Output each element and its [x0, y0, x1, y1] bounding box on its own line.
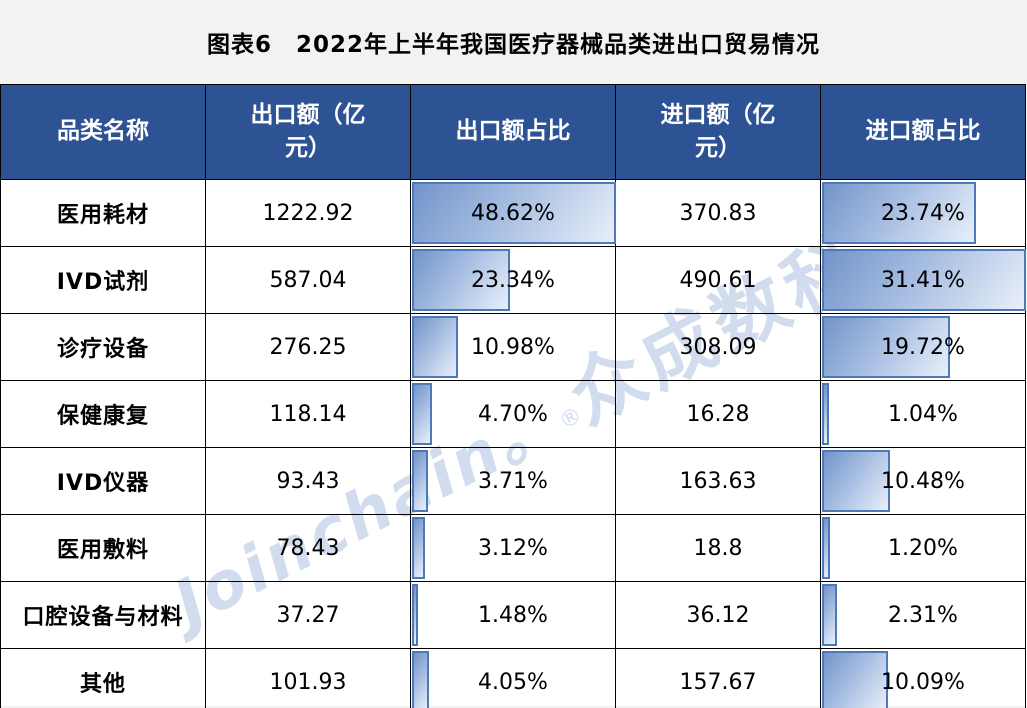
table-row: IVD仪器 93.43 3.71% 163.63 10.48% — [0, 447, 1026, 515]
import-value-cell: 16.28 — [615, 380, 821, 448]
header-label: 进口额占比 — [865, 118, 981, 145]
import-ratio-databar — [822, 450, 891, 512]
header-cell-category: 品类名称 — [0, 84, 206, 180]
header-label: 品类名称 — [57, 118, 149, 145]
import-ratio-cell: 19.72% — [820, 313, 1026, 381]
import-ratio-cell: 1.20% — [820, 514, 1026, 582]
import-ratio-databar — [822, 584, 837, 646]
export-ratio-value: 23.34% — [471, 267, 555, 293]
category-cell: 诊疗设备 — [0, 313, 206, 381]
export-ratio-value: 3.71% — [478, 468, 548, 494]
import-ratio-value: 19.72% — [881, 334, 965, 360]
import-ratio-cell: 2.31% — [820, 581, 1026, 649]
export-ratio-databar — [412, 249, 510, 311]
table-row: 诊疗设备 276.25 10.98% 308.09 19.72% — [0, 313, 1026, 381]
import-value-cell: 370.83 — [615, 179, 821, 247]
import-ratio-value: 23.74% — [881, 200, 965, 226]
import-ratio-cell: 10.09% — [820, 648, 1026, 708]
import-ratio-databar — [822, 249, 1026, 311]
export-ratio-cell: 4.70% — [410, 380, 616, 448]
export-ratio-cell: 1.48% — [410, 581, 616, 649]
export-ratio-databar — [412, 517, 426, 579]
import-ratio-databar — [822, 517, 830, 579]
category-cell: 医用耗材 — [0, 179, 206, 247]
import-value-cell: 36.12 — [615, 581, 821, 649]
export-value-cell: 587.04 — [205, 246, 411, 314]
table-row: 口腔设备与材料 37.27 1.48% 36.12 2.31% — [0, 581, 1026, 649]
header-label: 出口额占比 — [455, 118, 571, 145]
export-ratio-cell: 48.62% — [410, 179, 616, 247]
import-ratio-databar — [822, 383, 829, 445]
export-ratio-cell: 3.12% — [410, 514, 616, 582]
export-ratio-databar — [412, 383, 432, 445]
table-row: IVD试剂 587.04 23.34% 490.61 31.41% — [0, 246, 1026, 314]
export-ratio-cell: 4.05% — [410, 648, 616, 708]
export-value-cell: 78.43 — [205, 514, 411, 582]
category-cell: IVD试剂 — [0, 246, 206, 314]
export-value-cell: 37.27 — [205, 581, 411, 649]
export-ratio-databar — [412, 584, 419, 646]
export-value-cell: 118.14 — [205, 380, 411, 448]
category-cell: 保健康复 — [0, 380, 206, 448]
import-ratio-databar — [822, 182, 977, 244]
table-body: 医用耗材 1222.92 48.62% 370.83 23.74% IVD试剂 587.04… — [0, 179, 1026, 708]
category-cell: 其他 — [0, 648, 206, 708]
export-ratio-value: 4.70% — [478, 401, 548, 427]
export-ratio-cell: 23.34% — [410, 246, 616, 314]
import-ratio-value: 1.20% — [888, 535, 958, 561]
import-value-cell: 490.61 — [615, 246, 821, 314]
export-ratio-databar — [412, 651, 429, 708]
header-label: 出口额（亿元） — [250, 101, 366, 161]
export-ratio-databar — [412, 316, 459, 378]
export-value-cell: 93.43 — [205, 447, 411, 515]
import-value-cell: 18.8 — [615, 514, 821, 582]
header-cell-import-value: 进口额（亿元） — [615, 84, 821, 180]
header-cell-import-ratio: 进口额占比 — [820, 84, 1026, 180]
import-value-cell: 308.09 — [615, 313, 821, 381]
import-ratio-value: 10.48% — [881, 468, 965, 494]
export-ratio-databar — [412, 450, 428, 512]
import-value-cell: 163.63 — [615, 447, 821, 515]
table-row: 其他 101.93 4.05% 157.67 10.09% — [0, 648, 1026, 708]
export-ratio-databar — [412, 182, 616, 244]
import-ratio-value: 10.09% — [881, 669, 965, 695]
import-ratio-value: 2.31% — [888, 602, 958, 628]
table-header-row: 品类名称 出口额（亿元） 出口额占比 进口额（亿元） 进口额占比 — [0, 84, 1026, 180]
category-cell: 口腔设备与材料 — [0, 581, 206, 649]
table-row: 保健康复 118.14 4.70% 16.28 1.04% — [0, 380, 1026, 448]
export-ratio-cell: 3.71% — [410, 447, 616, 515]
export-value-cell: 101.93 — [205, 648, 411, 708]
import-ratio-cell: 23.74% — [820, 179, 1026, 247]
import-ratio-cell: 31.41% — [820, 246, 1026, 314]
export-value-cell: 1222.92 — [205, 179, 411, 247]
category-cell: 医用敷料 — [0, 514, 206, 582]
export-ratio-value: 3.12% — [478, 535, 548, 561]
header-cell-export-value: 出口额（亿元） — [205, 84, 411, 180]
export-ratio-value: 48.62% — [471, 200, 555, 226]
table-row: 医用敷料 78.43 3.12% 18.8 1.20% — [0, 514, 1026, 582]
import-ratio-value: 1.04% — [888, 401, 958, 427]
chart-title: 图表6 2022年上半年我国医疗器械品类进出口贸易情况 — [206, 32, 821, 58]
trade-data-table: 品类名称 出口额（亿元） 出口额占比 进口额（亿元） 进口额占比 医用耗材 1222.92… — [0, 84, 1026, 708]
header-label: 进口额（亿元） — [660, 101, 776, 161]
import-ratio-value: 31.41% — [881, 267, 965, 293]
table-row: 医用耗材 1222.92 48.62% 370.83 23.74% — [0, 179, 1026, 247]
import-ratio-databar — [822, 651, 888, 708]
export-value-cell: 276.25 — [205, 313, 411, 381]
header-cell-export-ratio: 出口额占比 — [410, 84, 616, 180]
category-cell: IVD仪器 — [0, 447, 206, 515]
export-ratio-value: 10.98% — [471, 334, 555, 360]
import-ratio-cell: 10.48% — [820, 447, 1026, 515]
export-ratio-value: 4.05% — [478, 669, 548, 695]
export-ratio-cell: 10.98% — [410, 313, 616, 381]
export-ratio-value: 1.48% — [478, 602, 548, 628]
import-ratio-databar — [822, 316, 951, 378]
import-value-cell: 157.67 — [615, 648, 821, 708]
import-ratio-cell: 1.04% — [820, 380, 1026, 448]
